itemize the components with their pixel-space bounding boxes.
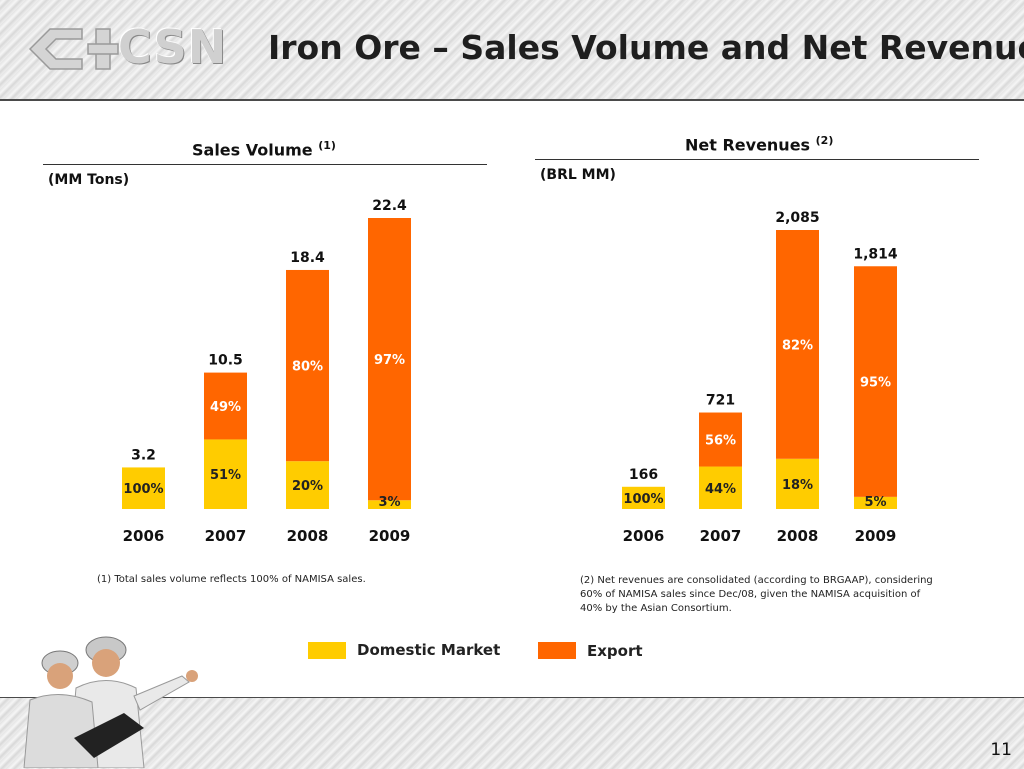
category-label: 2009 xyxy=(369,527,411,545)
divider-line xyxy=(535,159,979,160)
page-number: 11 xyxy=(990,740,1012,760)
bar-charts: 3.2 100% 2006 10.5 51% 49% 2007 18.4 20% 80% 2008 2… xyxy=(122,198,898,545)
legend-label-domestic: Domestic Market xyxy=(357,641,501,659)
bar-total-label: 22.4 xyxy=(372,198,407,214)
bar-domestic-label: 3% xyxy=(378,495,400,510)
bar-domestic-label: 5% xyxy=(864,495,886,510)
bar-export xyxy=(776,230,819,459)
logo-wordmark: CSN xyxy=(118,20,228,74)
category-label: 2006 xyxy=(123,527,165,545)
bar-domestic xyxy=(776,458,819,509)
bar-domestic xyxy=(854,496,897,509)
bar-export xyxy=(699,412,742,467)
page-title: Iron Ore – Sales Volume and Net Revenues xyxy=(268,28,1024,67)
bar-domestic xyxy=(122,467,165,509)
footnote-line: (2) Net revenues are consolidated (accor… xyxy=(580,575,933,586)
bar-domestic-label: 100% xyxy=(623,492,663,507)
bar-domestic xyxy=(204,439,247,509)
bar-total-label: 2,085 xyxy=(775,210,819,226)
header-band: CSN Iron Ore – Sales Volume and Net Reve… xyxy=(0,0,1024,101)
bar-total-label: 10.5 xyxy=(208,353,243,369)
category-label: 2006 xyxy=(623,527,665,545)
footnote-net-revenues: (2) Net revenues are consolidated (accor… xyxy=(580,574,933,616)
bar-domestic-label: 51% xyxy=(210,468,241,483)
bar-domestic-label: 100% xyxy=(123,482,163,497)
bar-export xyxy=(854,266,897,497)
net-revenues-title: Net Revenues (2) xyxy=(685,134,834,155)
bar-total-label: 1,814 xyxy=(853,246,898,262)
footnote-line: 40% by the Asian Consortium. xyxy=(580,603,732,614)
category-label: 2007 xyxy=(700,527,742,545)
footnote-sales-volume: (1) Total sales volume reflects 100% of … xyxy=(97,574,366,585)
bar-domestic xyxy=(622,486,665,509)
legend-label-export: Export xyxy=(587,642,643,660)
legend-swatch-export xyxy=(538,642,576,659)
bar-export-label: 97% xyxy=(374,353,405,368)
bar-total-label: 166 xyxy=(629,467,658,483)
bar-domestic-label: 44% xyxy=(705,482,736,497)
sales-volume-title: Sales Volume (1) xyxy=(192,139,336,160)
bar-total-label: 721 xyxy=(706,393,735,409)
bar-total-label: 3.2 xyxy=(131,447,156,463)
bar-export-label: 56% xyxy=(705,434,736,449)
bar-domestic xyxy=(368,500,411,509)
category-label: 2007 xyxy=(205,527,247,545)
bar-export xyxy=(368,218,411,501)
bar-domestic-label: 20% xyxy=(292,479,323,494)
legend-swatch-domestic xyxy=(308,642,346,659)
category-label: 2008 xyxy=(287,527,329,545)
divider-line xyxy=(43,164,487,165)
category-label: 2009 xyxy=(855,527,897,545)
bar-total-label: 18.4 xyxy=(290,250,325,266)
category-label: 2008 xyxy=(777,527,819,545)
footer-band xyxy=(0,697,1024,769)
footnote-line: 60% of NAMISA sales since Dec/08, given … xyxy=(580,589,921,600)
bar-export-label: 95% xyxy=(860,376,891,391)
bar-export xyxy=(204,372,247,440)
net-revenues-unit: (BRL MM) xyxy=(540,167,616,183)
bar-domestic-label: 18% xyxy=(782,478,813,493)
bar-domestic xyxy=(699,466,742,509)
csn-logo-icon xyxy=(28,28,119,70)
workers-photo-icon xyxy=(23,636,198,768)
bar-export-label: 80% xyxy=(292,360,323,375)
bar-export-label: 82% xyxy=(782,338,813,353)
bar-domestic xyxy=(286,461,329,509)
sales-volume-unit: (MM Tons) xyxy=(48,172,130,188)
bar-export xyxy=(286,269,329,462)
bar-export-label: 49% xyxy=(210,400,241,415)
